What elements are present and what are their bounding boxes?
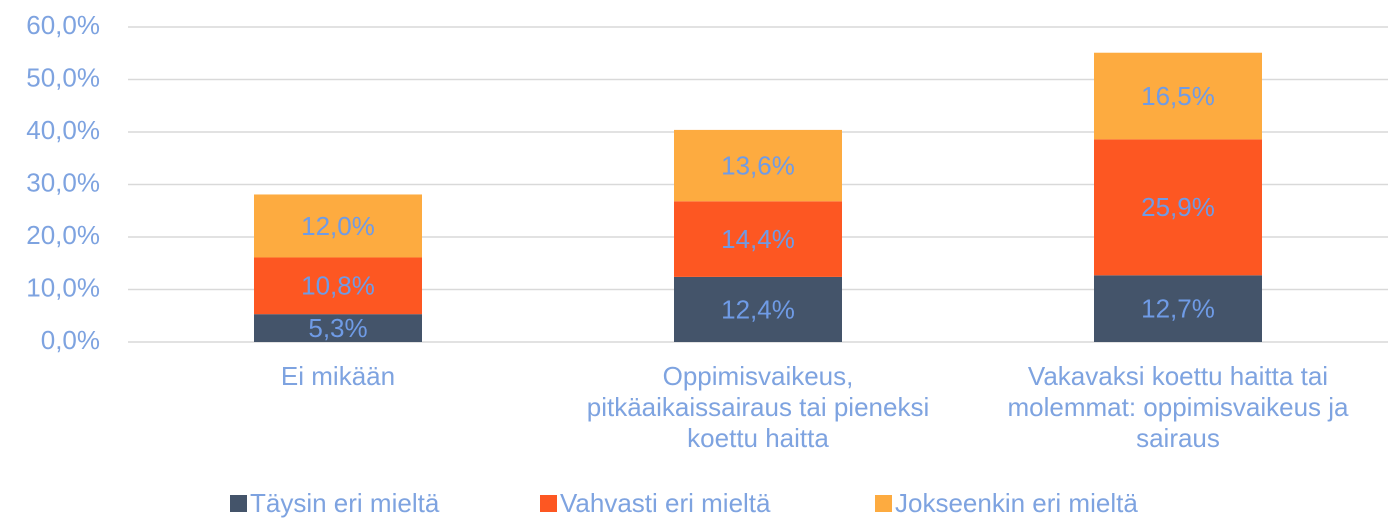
y-tick-label: 0,0% — [41, 325, 100, 355]
legend-label: Jokseenkin eri mieltä — [895, 488, 1138, 518]
data-label: 13,6% — [721, 150, 795, 180]
data-label: 5,3% — [308, 313, 367, 343]
legend-swatch — [540, 495, 557, 512]
legend-label: Vahvasti eri mieltä — [560, 488, 771, 518]
bar-segment — [1094, 52, 1262, 140]
x-tick-label: Oppimisvaikeus, pitkäaikaissairaus tai pi… — [587, 361, 930, 453]
bar-segment — [254, 257, 422, 315]
bar-segment — [1094, 139, 1262, 276]
bar-segment — [1094, 275, 1262, 342]
data-label: 12,7% — [1141, 294, 1215, 324]
bar-segment — [674, 276, 842, 342]
legend-label: Täysin eri mieltä — [250, 488, 440, 518]
data-label: 12,0% — [301, 211, 375, 241]
y-tick-label: 50,0% — [26, 62, 100, 92]
bar-segment — [254, 194, 422, 258]
data-label: 14,4% — [721, 224, 795, 254]
x-tick-label: Vakavaksi koettu haitta tai molemmat: opp… — [1007, 361, 1349, 453]
bar-segment — [674, 201, 842, 277]
data-label: 12,4% — [721, 294, 795, 324]
y-tick-label: 20,0% — [26, 220, 100, 250]
bar-segment — [674, 129, 842, 202]
data-label: 10,8% — [301, 271, 375, 301]
bar-segment — [254, 314, 422, 342]
y-tick-label: 10,0% — [26, 272, 100, 302]
legend-swatch — [230, 495, 247, 512]
y-tick-label: 30,0% — [26, 167, 100, 197]
y-tick-label: 40,0% — [26, 115, 100, 145]
data-label: 25,9% — [1141, 192, 1215, 222]
y-tick-label: 60,0% — [26, 10, 100, 40]
legend-swatch — [875, 495, 892, 512]
data-label: 16,5% — [1141, 81, 1215, 111]
x-tick-label: Ei mikään — [281, 361, 395, 391]
